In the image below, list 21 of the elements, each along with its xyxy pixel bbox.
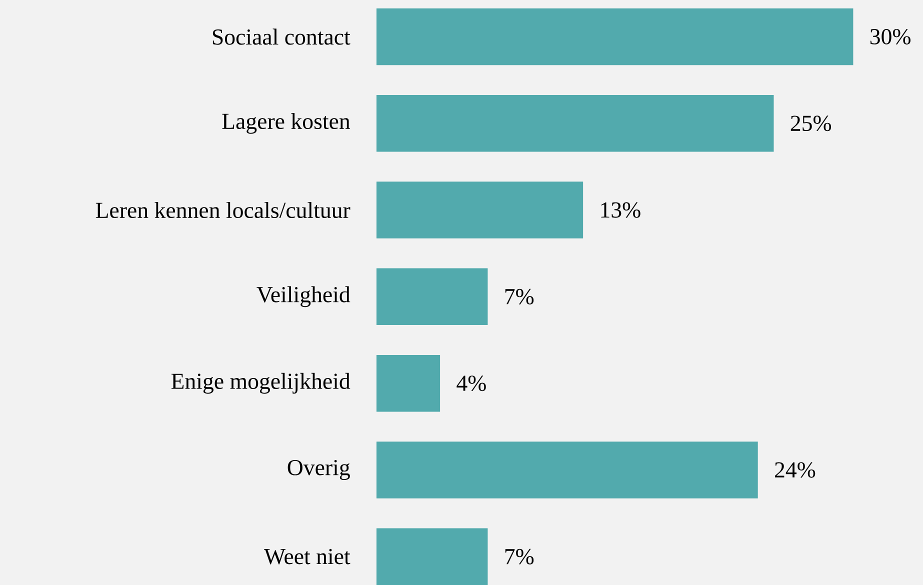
bar bbox=[376, 8, 854, 66]
y-tick-label: Overig bbox=[288, 460, 350, 480]
bar bbox=[376, 182, 584, 238]
data-label: 7% bbox=[505, 288, 534, 304]
y-tick-label: Weet niet bbox=[264, 548, 350, 564]
data-label: 25% bbox=[790, 116, 832, 132]
bar bbox=[376, 268, 488, 326]
y-tick-label: Leren kennen locals/cultuur bbox=[96, 202, 350, 218]
data-label: 30% bbox=[870, 28, 910, 44]
data-label: 13% bbox=[601, 202, 640, 218]
bar bbox=[376, 94, 774, 152]
y-tick-label: Veiligheid bbox=[256, 286, 350, 308]
bar bbox=[376, 528, 488, 585]
bar bbox=[376, 354, 440, 412]
data-label: 7% bbox=[505, 548, 534, 564]
y-tick-label: Sociaal contact bbox=[212, 28, 350, 45]
y-tick-label: Lagere kosten bbox=[222, 112, 350, 134]
data-label: 4% bbox=[456, 376, 486, 392]
y-tick-label: Enige mogelijkheid bbox=[171, 372, 350, 394]
data-label: 24% bbox=[775, 462, 816, 478]
bar bbox=[376, 442, 758, 498]
